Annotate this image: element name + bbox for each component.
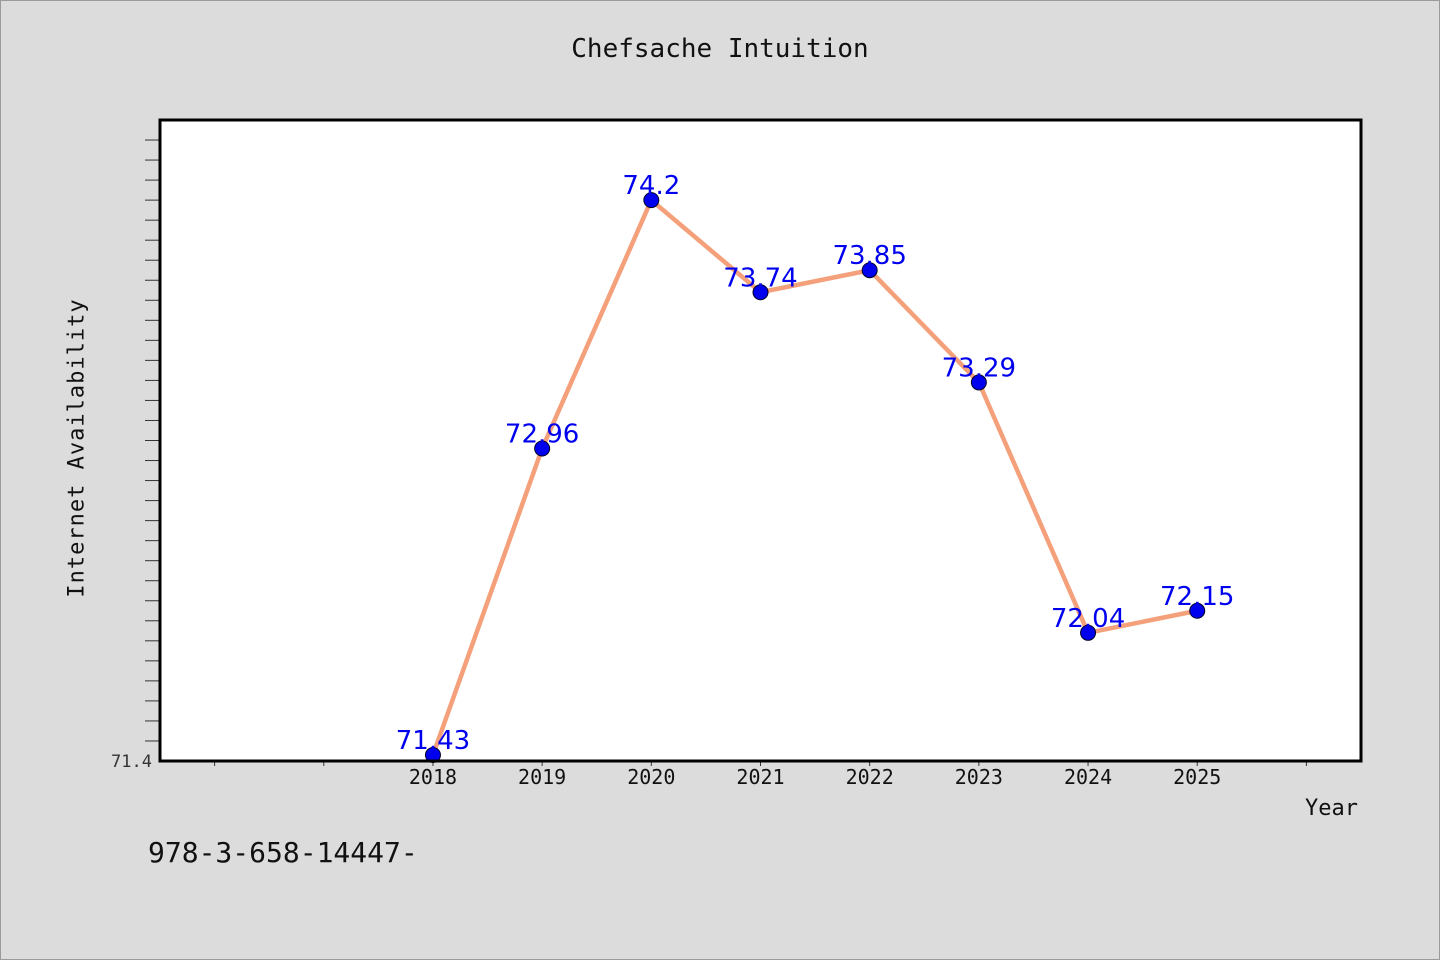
data-point xyxy=(1189,602,1206,619)
data-point xyxy=(534,440,551,457)
data-label: 74.2 xyxy=(622,171,680,201)
x-axis-title: Year xyxy=(1305,796,1358,821)
x-tick-label: 2021 xyxy=(736,765,784,789)
x-tick-label: 2024 xyxy=(1064,765,1112,789)
data-label: 72.96 xyxy=(505,420,579,450)
data-point xyxy=(643,192,660,209)
data-label: 73.29 xyxy=(942,353,1016,383)
plot-area xyxy=(160,120,1361,761)
data-label: 71.43 xyxy=(396,726,470,756)
plot-border xyxy=(158,118,1363,763)
data-label: 73.74 xyxy=(723,263,797,293)
x-tick-label: 2018 xyxy=(409,765,457,789)
footer-code: 978-3-658-14447- xyxy=(148,836,418,869)
data-point xyxy=(970,374,987,391)
x-tick-label: 2022 xyxy=(846,765,894,789)
data-point xyxy=(1080,624,1097,641)
chart-title: Chefsache Intuition xyxy=(571,34,869,64)
data-label: 72.15 xyxy=(1160,582,1234,612)
data-label: 73.85 xyxy=(832,241,906,271)
x-tick-label: 2020 xyxy=(627,765,675,789)
x-tick-label: 2025 xyxy=(1173,765,1221,789)
data-point xyxy=(861,262,878,279)
series-line xyxy=(430,197,1198,756)
x-tick-label: 2019 xyxy=(518,765,566,789)
y-tick-label: 71.4 xyxy=(111,752,152,772)
x-tick-label: 2023 xyxy=(955,765,1003,789)
data-point xyxy=(752,284,769,301)
data-label: 72.04 xyxy=(1051,604,1125,634)
